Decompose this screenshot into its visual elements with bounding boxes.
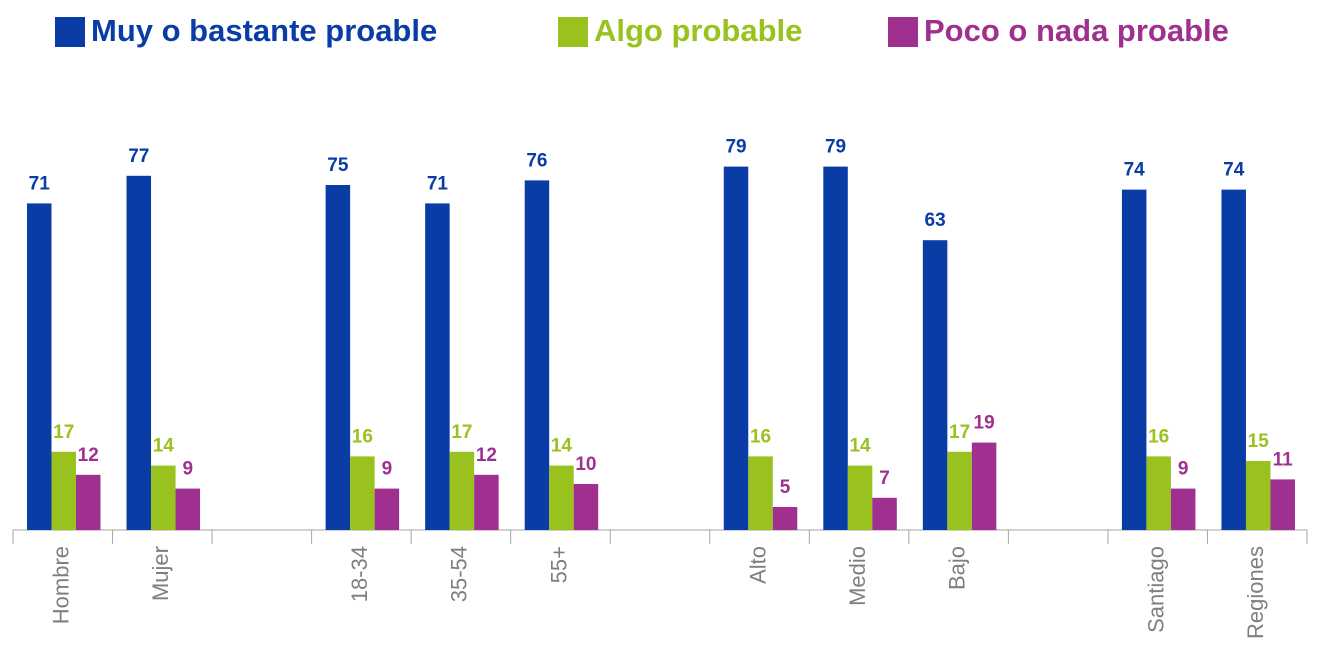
bar (748, 456, 773, 530)
data-label: 7 (879, 468, 890, 489)
x-tick-label: 35-54 (447, 546, 472, 602)
bar (772, 507, 798, 530)
bar (1221, 189, 1246, 530)
data-label: 16 (352, 426, 373, 447)
x-tick-label: 18-34 (347, 546, 372, 602)
data-label: 19 (974, 413, 995, 434)
data-label: 16 (750, 426, 771, 447)
data-label: 14 (849, 436, 871, 457)
x-tick-label: Regiones (1243, 546, 1268, 639)
x-tick-label: Mujer (148, 546, 173, 601)
bar (823, 166, 848, 530)
data-label: 75 (327, 155, 349, 176)
data-label: 11 (1273, 449, 1294, 470)
data-label: 15 (1248, 431, 1270, 452)
bar (1245, 461, 1271, 530)
data-label: 17 (53, 422, 74, 443)
bar (549, 465, 574, 530)
bar (573, 484, 599, 530)
bar (1170, 488, 1196, 530)
bar (922, 240, 948, 530)
bar (27, 203, 52, 530)
data-label: 9 (1178, 459, 1189, 480)
data-label: 71 (427, 173, 449, 194)
legend-label: Algo probable (594, 13, 802, 48)
bar (524, 180, 550, 530)
x-tick-label: Hombre (49, 546, 74, 624)
data-label: 74 (1223, 160, 1245, 181)
data-label: 9 (182, 459, 193, 480)
data-label: 77 (128, 146, 149, 167)
data-label: 17 (949, 422, 970, 443)
data-label: 74 (1124, 160, 1146, 181)
bar (1121, 189, 1147, 530)
data-label: 17 (451, 422, 472, 443)
bar (76, 474, 101, 530)
bar (1146, 456, 1171, 530)
data-label: 10 (575, 454, 596, 475)
legend-swatch (55, 17, 85, 47)
data-label: 9 (382, 459, 393, 480)
bar (474, 474, 499, 530)
x-tick-label: Santiago (1144, 546, 1169, 633)
bar (449, 451, 475, 530)
data-label: 16 (1148, 426, 1169, 447)
bar (374, 488, 400, 530)
legend-label: Muy o bastante proable (91, 13, 437, 48)
legend-swatch (888, 17, 918, 47)
data-label: 63 (925, 210, 946, 231)
data-label: 5 (780, 477, 791, 498)
x-tick-label: Medio (845, 546, 870, 606)
data-label: 14 (551, 436, 573, 457)
legend-swatch (558, 17, 588, 47)
bar (1270, 479, 1295, 530)
data-label: 79 (725, 137, 746, 158)
x-tick-label: 55+ (546, 546, 571, 583)
bar (872, 497, 897, 530)
bar (847, 465, 873, 530)
data-label: 12 (476, 445, 497, 466)
x-tick-label: Alto (745, 546, 770, 584)
bar (151, 465, 176, 530)
legend-label: Poco o nada proable (924, 13, 1229, 48)
bar (971, 442, 997, 530)
bar (947, 451, 972, 530)
bar (325, 185, 351, 530)
bar (126, 175, 152, 531)
x-tick-label: Bajo (944, 546, 969, 590)
data-label: 71 (29, 173, 51, 194)
bar (723, 166, 749, 530)
data-label: 12 (78, 445, 99, 466)
data-label: 14 (153, 436, 175, 457)
bar (350, 456, 375, 530)
bar (51, 451, 76, 530)
data-label: 76 (526, 150, 547, 171)
bar (175, 488, 201, 530)
data-label: 79 (825, 137, 846, 158)
bar (425, 203, 450, 530)
